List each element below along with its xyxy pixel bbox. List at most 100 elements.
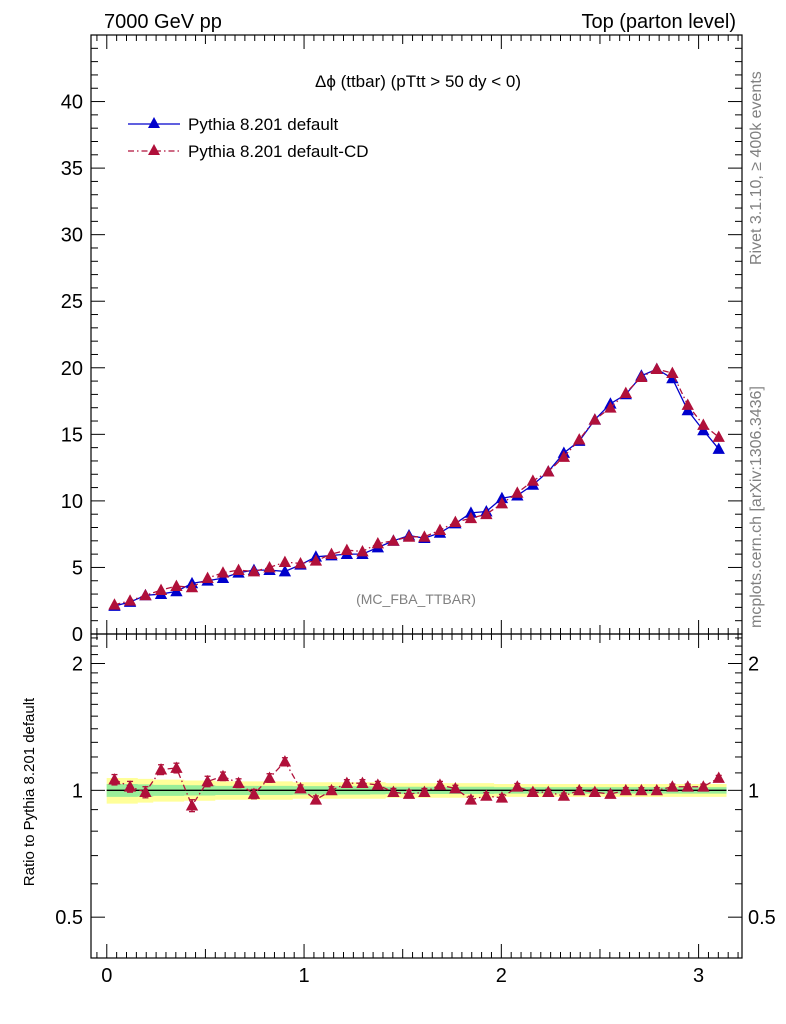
- data-point-default-cd: [170, 579, 183, 591]
- data-point-default-cd: [108, 598, 121, 610]
- legend-label-default-cd: Pythia 8.201 default-CD: [188, 142, 369, 161]
- header-right-label: Top (parton level): [581, 11, 736, 33]
- data-point-default-cd: [418, 530, 431, 542]
- ratio-series-group: [108, 755, 725, 813]
- ratio-ytick-label-right: 0.5: [748, 907, 776, 929]
- data-point-default-cd: [635, 370, 648, 382]
- data-point-default-cd: [294, 556, 307, 569]
- legend: Pythia 8.201 default Pythia 8.201 defaul…: [128, 115, 369, 161]
- series-line-default: [114, 368, 720, 607]
- ratio-y-axis-label: Ratio to Pythia 8.201 default: [21, 697, 38, 886]
- data-point-default-cd: [557, 450, 571, 462]
- xtick-label: 3: [693, 965, 704, 987]
- data-point-default-cd: [526, 474, 540, 486]
- ratio-data-point: [433, 778, 447, 790]
- ratio-data-point: [371, 778, 385, 790]
- data-point-default-cd: [542, 465, 555, 477]
- xtick-label: 1: [298, 965, 309, 987]
- data-point-default-cd: [232, 563, 245, 575]
- data-point-default-cd: [402, 530, 416, 542]
- ratio-data-point: [588, 785, 602, 798]
- main-ytick-label: 35: [61, 158, 83, 180]
- ratio-data-point: [247, 787, 261, 799]
- data-point-default-cd: [278, 555, 292, 567]
- ratio-data-point: [557, 789, 571, 801]
- ratio-data-point: [495, 791, 509, 803]
- ratio-data-point: [418, 785, 431, 798]
- data-point-default-cd: [449, 515, 462, 528]
- data-point-default-cd: [681, 398, 694, 410]
- ratio-data-point: [340, 776, 354, 789]
- ratio-data-point: [309, 793, 323, 805]
- legend-label-default: Pythia 8.201 default: [188, 115, 339, 134]
- ratio-data-point: [216, 769, 230, 782]
- ratio-data-point: [139, 785, 152, 798]
- ratio-data-point: [542, 785, 555, 798]
- rivet-version-label: Rivet 3.1.10, ≥ 400k events: [748, 71, 765, 265]
- data-point-default-cd: [201, 571, 214, 583]
- data-point-default-cd: [573, 433, 586, 445]
- ratio-ytick-label-left: 2: [72, 654, 83, 676]
- data-point-default-cd: [511, 486, 524, 498]
- data-point-default-cd: [123, 594, 137, 606]
- ratio-data-point: [666, 780, 679, 792]
- chart-title: Δϕ (ttbar) (pTtt > 50 dy < 0): [315, 72, 521, 91]
- data-point-default-cd: [666, 366, 679, 378]
- ratio-data-point: [619, 783, 632, 796]
- ratio-uncertainty-bands: [106, 777, 727, 804]
- xtick-label: 0: [101, 965, 112, 987]
- data-point-default-cd: [480, 507, 493, 520]
- data-point-default-cd: [340, 543, 354, 556]
- data-point-default-cd: [185, 580, 199, 593]
- ratio-series-line: [114, 760, 720, 807]
- ratio-data-point: [263, 771, 276, 783]
- mcplots-label: mcplots.cern.ch [arXiv:1306.3436]: [748, 386, 765, 628]
- ratio-axes: 0.5 0.5 1 1 2 2 0 1 2 3: [55, 633, 776, 987]
- ratio-data-point: [511, 780, 524, 792]
- ratio-data-point: [154, 763, 168, 775]
- data-point-default: [278, 564, 292, 577]
- ratio-data-point: [356, 776, 369, 789]
- data-point-default-cd: [619, 386, 632, 398]
- ratio-data-point: [712, 771, 725, 783]
- data-point-default-cd: [154, 583, 168, 595]
- ratio-data-point: [650, 783, 663, 796]
- main-ytick-label: 0: [72, 624, 83, 646]
- ratio-data-point: [526, 785, 540, 798]
- data-point-default-cd: [650, 362, 663, 374]
- ratio-data-point: [604, 787, 617, 799]
- ratio-data-point: [387, 785, 400, 798]
- ratio-data-point: [123, 780, 137, 792]
- data-point-default-cd: [247, 564, 261, 577]
- main-ytick-label: 5: [72, 557, 83, 579]
- ratio-data-point: [449, 782, 462, 794]
- main-axes: 0 5 10 15 20 25 30 35 40: [61, 34, 743, 646]
- ratio-data-point: [278, 755, 292, 767]
- data-point-default-cd: [588, 413, 602, 425]
- series-line-default-cd: [114, 368, 720, 606]
- ratio-data-point: [294, 782, 307, 794]
- data-point-default-cd: [387, 534, 400, 546]
- data-point-default-cd: [371, 536, 385, 549]
- main-ytick-label: 15: [61, 424, 83, 446]
- data-point-default-cd: [356, 544, 369, 557]
- data-point-default-cd: [139, 588, 152, 601]
- ratio-data-point: [681, 780, 694, 792]
- ratio-data-point: [170, 761, 183, 773]
- ratio-data-point: [185, 799, 199, 811]
- legend-marker-default: [148, 117, 160, 128]
- data-point-default-cd: [216, 566, 230, 578]
- data-point-default: [712, 442, 725, 454]
- main-ytick-label: 10: [61, 491, 83, 513]
- ratio-frame: [90, 633, 743, 959]
- ratio-ytick-label-left: 1: [72, 780, 83, 802]
- main-panel: 0 5 10 15 20 25 30 35 40 Δϕ (ttbar) (pTtt > 50 d…: [61, 34, 743, 646]
- data-point-default-cd: [604, 401, 617, 413]
- data-point-default-cd: [325, 547, 338, 560]
- ratio-data-point: [402, 787, 416, 799]
- data-point-default-cd: [712, 430, 725, 442]
- data-point-default-cd: [495, 497, 509, 509]
- main-ytick-label: 25: [61, 291, 83, 313]
- ratio-data-point: [464, 793, 478, 805]
